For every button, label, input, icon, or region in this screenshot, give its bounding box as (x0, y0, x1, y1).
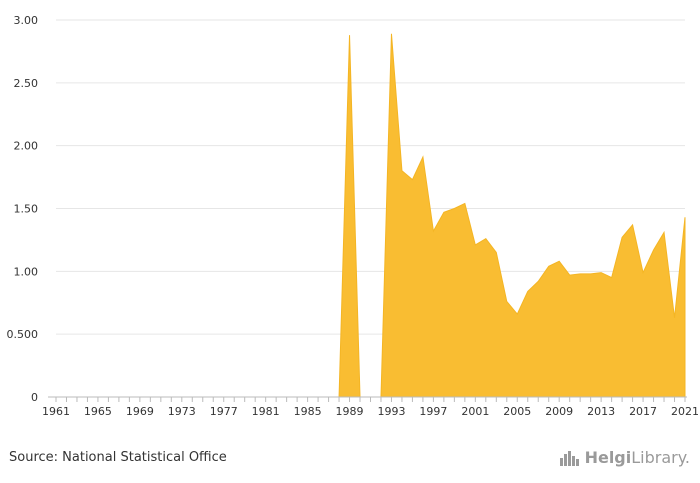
x-tick-label: 2017 (629, 405, 657, 418)
x-axis: 1961 1965 1969 1973 1977 1981 1985 1989 1993 1997… (42, 396, 699, 418)
y-tick-label: 0.500 (7, 328, 39, 341)
area-chart: 1961 1965 1969 1973 1977 1981 1985 1989 1993 1997… (7, 14, 700, 418)
source-note: Source: National Statistical Office (9, 450, 227, 465)
x-tick-label: 1977 (210, 405, 238, 418)
x-tick-label: 1997 (419, 405, 447, 418)
y-axis: 0 0.500 1.00 1.50 2.00 2.50 3.00 (7, 14, 39, 404)
x-tick-label: 1985 (294, 405, 322, 418)
y-tick-label: 0 (31, 391, 38, 404)
x-tick-label: 2005 (503, 405, 531, 418)
series-area (56, 33, 686, 398)
series-area-path (56, 33, 686, 398)
x-tick-label: 1989 (336, 405, 364, 418)
x-tick-label: 1973 (168, 405, 196, 418)
y-tick-label: 1.50 (14, 203, 39, 216)
y-tick-label: 1.00 (14, 265, 39, 278)
x-tick-label: 1965 (84, 405, 112, 418)
x-tick-label: 1993 (377, 405, 405, 418)
x-tick-label: 1969 (126, 405, 154, 418)
y-tick-label: 2.00 (14, 140, 39, 153)
y-tick-label: 3.00 (14, 14, 39, 27)
x-tick-label: 1981 (252, 405, 280, 418)
logo-text-library: Library. (631, 448, 690, 467)
x-tick-label: 2013 (587, 405, 615, 418)
x-tick-label: 2001 (461, 405, 489, 418)
city-skyline-icon (559, 450, 579, 466)
helgi-library-logo[interactable]: Helgi Library. (559, 448, 690, 467)
x-tick-label: 2009 (545, 405, 573, 418)
x-tick-label: 1961 (42, 405, 70, 418)
x-tick-label: 2021 (671, 405, 699, 418)
y-tick-label: 2.50 (14, 77, 39, 90)
logo-text-helgi: Helgi (584, 448, 632, 467)
